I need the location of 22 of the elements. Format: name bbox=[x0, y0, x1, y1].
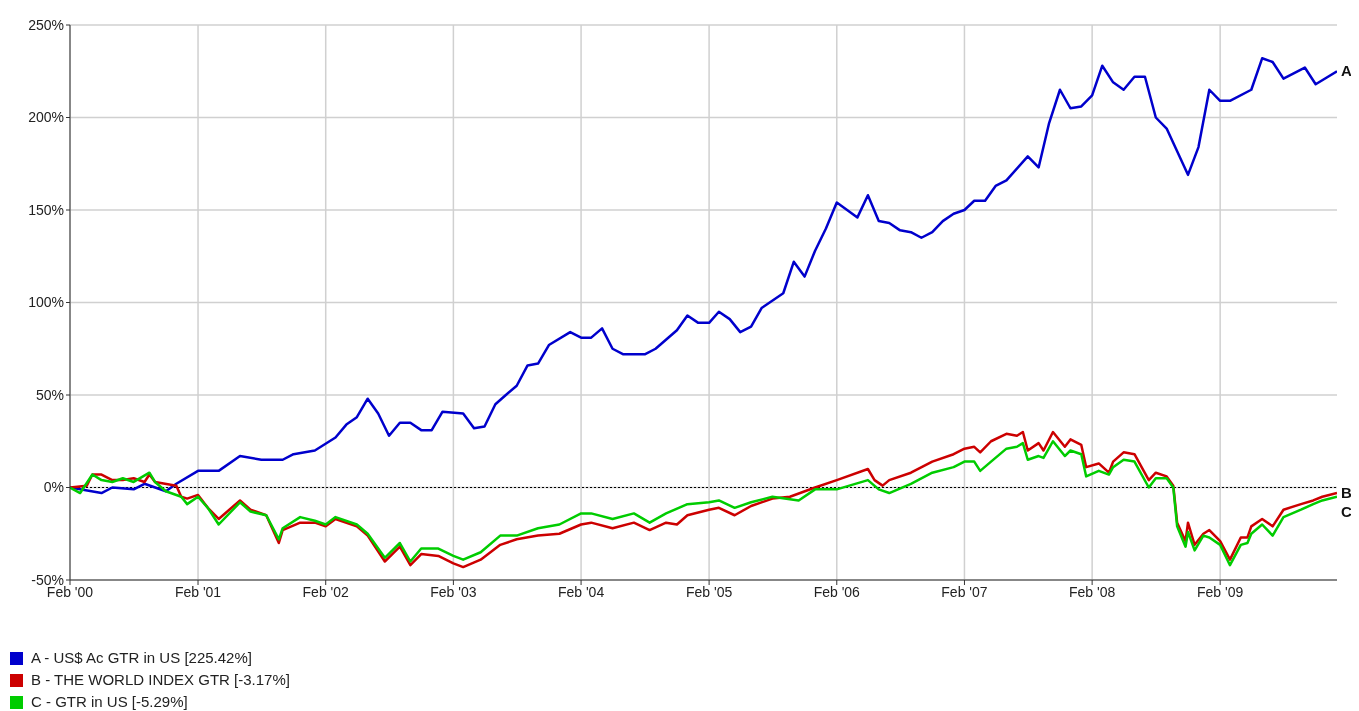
y-tick-label: 150% bbox=[28, 201, 64, 218]
legend-label: A - US$ Ac GTR in US [225.42%] bbox=[31, 648, 252, 668]
x-tick-label: Feb '04 bbox=[557, 583, 605, 600]
legend-label: C - GTR in US [-5.29%] bbox=[31, 692, 188, 711]
y-tick-label: 100% bbox=[28, 294, 64, 311]
x-tick-label: Feb '08 bbox=[1069, 583, 1116, 600]
y-tick-label: 0% bbox=[43, 479, 64, 496]
x-tick-label: Feb '03 bbox=[430, 583, 477, 600]
x-tick-label: Feb '02 bbox=[302, 583, 350, 600]
y-tick-label: -50% bbox=[31, 571, 64, 588]
y-tick-label: 50% bbox=[35, 386, 64, 403]
x-tick-label: Feb '09 bbox=[1197, 583, 1244, 600]
x-tick-label: Feb '07 bbox=[941, 583, 988, 600]
annotation: A bbox=[1341, 62, 1352, 80]
annotation: C bbox=[1341, 502, 1352, 520]
legend-label: B - THE WORLD INDEX GTR [-3.17%] bbox=[31, 670, 290, 690]
x-tick-label: Feb '01 bbox=[174, 583, 222, 600]
y-tick-label: 250% bbox=[28, 16, 64, 33]
x-tick-label: Feb '06 bbox=[813, 583, 861, 600]
annotation: B bbox=[1341, 484, 1352, 502]
x-tick-label: Feb '05 bbox=[685, 583, 733, 600]
y-tick-label: 200% bbox=[28, 109, 64, 126]
